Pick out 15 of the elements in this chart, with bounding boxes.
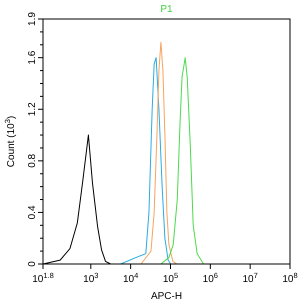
x-axis-title: APC-H (150, 291, 182, 302)
x-tick-label: 10$^{8}$ (282, 270, 298, 285)
x-tick-label: 10$^{4}$ (122, 270, 138, 285)
x-tick-label: 10$^{6}$ (202, 270, 218, 285)
y-tick-label: 0.4 (27, 205, 38, 220)
x-tick-label: 10$^{7}$ (242, 270, 258, 285)
x-tick-label: 10$^{3}$ (83, 270, 98, 285)
y-tick-label: 1.2 (27, 102, 38, 116)
y-tick-label: 0.8 (27, 153, 38, 168)
x-tick-label: 10$^{1.8}$ (32, 270, 54, 285)
chart-title: P1 (160, 4, 174, 15)
y-tick-label: 1.9 (27, 12, 38, 26)
x-tick-label: 10$^{5}$ (162, 270, 178, 285)
y-tick-label: 0 (27, 260, 38, 267)
y-tick-label: 1.6 (27, 50, 38, 65)
